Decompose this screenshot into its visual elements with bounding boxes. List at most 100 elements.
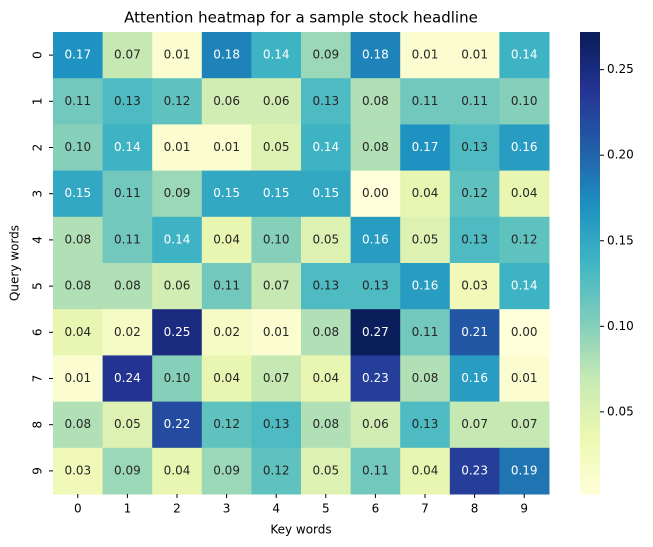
- colorbar-segment: [580, 390, 600, 395]
- heatmap-cell: [400, 401, 451, 449]
- cell-label: 0.14: [263, 48, 290, 62]
- heatmap-cell: [152, 78, 203, 125]
- colorbar-segment: [580, 97, 600, 102]
- heatmap-cell: [102, 124, 153, 172]
- heatmap-cell: [350, 216, 401, 264]
- cell-label: 0.09: [213, 463, 240, 477]
- cell-label: 0.14: [312, 140, 339, 154]
- heatmap-cell: [152, 124, 203, 172]
- colorbar-segment: [580, 289, 600, 295]
- cell-label: 0.11: [412, 94, 439, 108]
- heatmap-cell: [102, 263, 153, 310]
- cell-label: 0.23: [362, 371, 389, 385]
- heatmap-cell: [400, 78, 451, 125]
- colorbar-segment: [580, 490, 600, 495]
- heatmap-cell: [102, 78, 153, 125]
- colorbar-segment: [580, 409, 600, 414]
- cell-label: 0.02: [213, 325, 240, 339]
- heatmap-cell: [449, 447, 500, 495]
- heatmap-cell: [499, 32, 550, 79]
- cell-label: 0.03: [64, 463, 91, 477]
- heatmap-cell: [102, 447, 153, 495]
- cell-label: 0.04: [412, 186, 439, 200]
- heatmap-cell: [449, 78, 500, 125]
- cell-label: 0.15: [263, 186, 290, 200]
- colorbar-segment: [580, 467, 600, 472]
- colorbar-segment: [580, 278, 600, 283]
- cell-label: 0.10: [263, 232, 290, 246]
- y-tick-label: 6: [31, 328, 45, 336]
- heatmap-cell: [53, 309, 104, 356]
- heatmap-cell: [449, 170, 500, 218]
- heatmap-cell: [102, 355, 153, 403]
- colorbar-segment: [580, 247, 600, 253]
- heatmap-cell: [400, 124, 451, 172]
- heatmap-cell: [201, 309, 252, 356]
- cell-label: 0.08: [114, 279, 141, 293]
- heatmap-cell: [350, 309, 401, 356]
- heatmap-cell: [400, 216, 451, 264]
- cell-label: 0.11: [64, 94, 91, 108]
- colorbar-segment: [580, 39, 600, 45]
- heatmap-cell: [499, 447, 550, 495]
- heatmap-cell: [53, 401, 104, 449]
- cell-label: 0.11: [362, 463, 389, 477]
- colorbar-segment: [580, 166, 600, 172]
- cell-label: 0.08: [362, 140, 389, 154]
- heatmap-cell: [301, 309, 352, 356]
- cell-label: 0.10: [64, 140, 91, 154]
- y-tick-label: 5: [31, 282, 45, 290]
- colorbar-segment: [580, 109, 600, 114]
- colorbar-segment: [580, 270, 600, 276]
- colorbar-segment: [580, 274, 600, 279]
- heatmap-cell: [350, 78, 401, 125]
- cell-label: 0.08: [412, 371, 439, 385]
- heatmap-cell: [53, 32, 104, 79]
- cell-label: 0.09: [114, 463, 141, 477]
- x-tick-label: 3: [223, 502, 231, 516]
- cell-label: 0.06: [263, 94, 290, 108]
- cell-label: 0.12: [213, 417, 240, 431]
- heatmap-cell: [53, 170, 104, 218]
- cell-label: 0.17: [64, 48, 91, 62]
- heatmap-cell: [53, 216, 104, 264]
- heatmap-cell: [251, 447, 302, 495]
- heatmap-cell: [350, 170, 401, 218]
- heatmap-cell: [449, 355, 500, 403]
- colorbar-segment: [580, 224, 600, 229]
- colorbar-segment: [580, 70, 600, 75]
- cell-label: 0.04: [511, 186, 538, 200]
- y-tick-label: 9: [31, 467, 45, 475]
- colorbar-segment: [580, 305, 600, 310]
- cell-label: 0.13: [362, 279, 389, 293]
- x-tick-label: 5: [322, 502, 330, 516]
- colorbar-segment: [580, 236, 600, 241]
- cell-label: 0.14: [511, 48, 538, 62]
- cell-label: 0.16: [412, 279, 439, 293]
- cell-label: 0.05: [114, 417, 141, 431]
- colorbar-segment: [580, 470, 600, 476]
- colorbar-segment: [580, 89, 600, 95]
- colorbar-segment: [580, 420, 600, 426]
- chart-title: Attention heatmap for a sample stock hea…: [124, 9, 478, 27]
- heatmap-cell: [201, 124, 252, 172]
- colorbar-segment: [580, 440, 600, 445]
- y-tick-label: 7: [31, 375, 45, 383]
- cell-label: 0.01: [511, 371, 538, 385]
- cell-label: 0.08: [64, 417, 91, 431]
- cell-label: 0.06: [213, 94, 240, 108]
- colorbar-segment: [580, 132, 600, 137]
- cell-label: 0.04: [213, 232, 240, 246]
- colorbar-segment: [580, 447, 600, 453]
- colorbar-segment: [580, 355, 600, 360]
- colorbar-segment: [580, 293, 600, 299]
- heatmap-cell: [301, 124, 352, 172]
- heatmap-cell: [152, 309, 203, 356]
- heatmap-cell: [201, 78, 252, 125]
- colorbar-segment: [580, 386, 600, 391]
- cell-label: 0.01: [461, 48, 488, 62]
- colorbar-segment: [580, 259, 600, 264]
- colorbar-segment: [580, 128, 600, 133]
- x-tick-label: 2: [173, 502, 181, 516]
